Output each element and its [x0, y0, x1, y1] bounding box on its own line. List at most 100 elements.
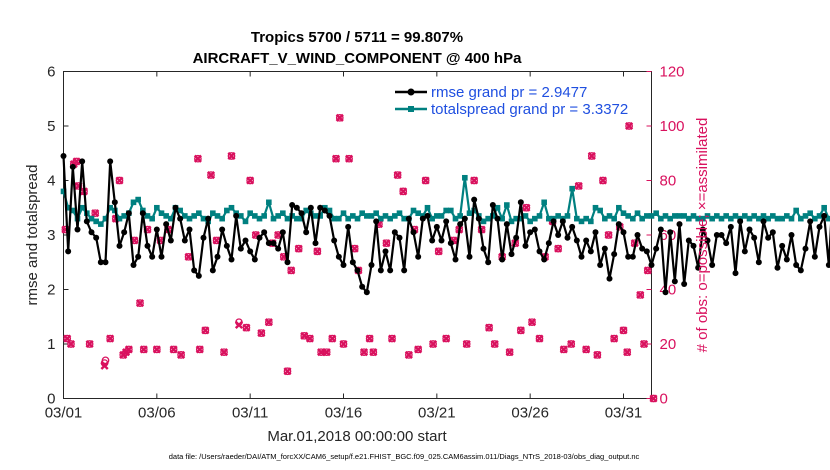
- obs-assimilated-marker: [505, 348, 514, 357]
- y-tick-label: 0: [47, 391, 55, 408]
- rmse-point: [443, 218, 450, 225]
- rmse-point: [704, 237, 711, 244]
- obs-possible-marker: [195, 345, 204, 354]
- obs-assimilated-marker: [593, 350, 602, 359]
- obs-assimilated-marker: [359, 348, 369, 357]
- totalspread-point: [751, 213, 757, 219]
- rmse-point: [718, 232, 725, 238]
- totalspread-point: [821, 204, 827, 211]
- y-axis-right-label: # of obs: o=possible; ×=assimilated: [694, 118, 711, 353]
- obs-possible-marker: [625, 122, 633, 130]
- obs-assimilated-marker: [490, 339, 499, 349]
- rmse-point: [816, 223, 823, 230]
- rmse-point: [391, 229, 398, 236]
- obs-assimilated-marker: [305, 334, 314, 343]
- obs-assimilated-marker: [619, 326, 628, 335]
- totalspread-point: [284, 215, 291, 222]
- y-right-tick-label: 100: [660, 118, 685, 135]
- obs-assimilated-marker: [339, 339, 348, 349]
- obs-assimilated-marker: [63, 334, 72, 343]
- obs-assimilated-marker: [177, 350, 186, 359]
- y-right-tick-label: 20: [660, 336, 677, 353]
- totalspread-point: [434, 213, 440, 219]
- obs-possible-marker: [339, 340, 348, 348]
- rmse-point: [508, 251, 515, 258]
- rmse-point: [377, 267, 384, 274]
- rmse-point: [135, 253, 142, 260]
- rmse-point: [228, 256, 235, 263]
- obs-assimilated-marker: [300, 331, 309, 340]
- totalspread-point: [224, 207, 230, 214]
- y-right-tick-label: 0: [660, 391, 668, 408]
- legend-rmse-marker: [407, 88, 415, 96]
- y-right-tick-label: 120: [660, 64, 685, 81]
- obs-possible-marker: [194, 154, 202, 163]
- totalspread-point: [485, 215, 491, 222]
- rmse-point: [475, 215, 482, 222]
- obs-assimilated-marker: [643, 266, 652, 275]
- y-axis-label: rmse and totalspread: [24, 165, 41, 306]
- rmse-point: [457, 221, 464, 228]
- obs-assimilated-marker: [313, 247, 322, 256]
- obs-assimilated-marker: [587, 151, 596, 161]
- totalspread-point: [499, 215, 505, 222]
- obs-assimilated-marker: [470, 176, 479, 185]
- totalspread-point: [158, 210, 165, 216]
- totalspread-point: [611, 215, 617, 222]
- obs-possible-marker: [345, 154, 353, 163]
- obs-assimilated-marker: [559, 345, 568, 354]
- totalspread-point: [784, 213, 790, 219]
- rmse-point: [662, 289, 669, 296]
- obs-assimilated-marker: [649, 394, 658, 403]
- rmse-point: [531, 226, 538, 233]
- totalspread-point: [714, 213, 720, 219]
- totalspread-point: [462, 174, 468, 181]
- totalspread-point: [60, 188, 67, 195]
- obs-assimilated-marker: [72, 157, 81, 166]
- rmse-point: [774, 264, 781, 271]
- rmse-point: [65, 248, 72, 255]
- obs-possible-marker: [360, 348, 368, 357]
- obs-possible-marker: [599, 176, 607, 185]
- totalspread-point: [270, 215, 277, 222]
- rmse-point: [419, 215, 426, 222]
- obs-assimilated-marker: [264, 318, 273, 327]
- totalspread-point: [102, 215, 109, 222]
- rmse-point: [709, 261, 716, 268]
- obs-assimilated-marker: [124, 345, 133, 354]
- rmse-point: [396, 234, 403, 241]
- totalspread-point: [373, 210, 379, 216]
- totalspread-point: [676, 213, 683, 219]
- rmse-point: [186, 226, 193, 233]
- totalspread-point: [340, 210, 347, 216]
- totalspread-point: [807, 210, 813, 216]
- rmse-point: [755, 259, 762, 266]
- rmse-point: [247, 248, 254, 255]
- obs-assimilated-marker: [91, 209, 100, 218]
- rmse-point: [503, 221, 510, 228]
- totalspread-point: [303, 207, 309, 214]
- obs-assimilated-marker: [582, 345, 591, 354]
- y-tick-label: 5: [47, 118, 55, 135]
- legend: rmse grand pr = 2.9477 totalspread grand…: [390, 80, 646, 122]
- rmse-point: [466, 253, 473, 260]
- obs-possible-marker: [640, 340, 648, 348]
- totalspread-point: [312, 213, 319, 219]
- rmse-point: [489, 202, 496, 209]
- rmse-point: [97, 259, 104, 266]
- totalspread-point: [672, 213, 678, 219]
- totalspread-point: [681, 213, 687, 219]
- x-tick-label: 03/21: [418, 405, 456, 422]
- rmse-point: [303, 229, 310, 236]
- obs-assimilated-marker: [331, 154, 341, 163]
- obs-possible-marker: [388, 334, 396, 343]
- obs-possible-marker: [429, 340, 437, 348]
- totalspread-point: [667, 215, 673, 222]
- obs-possible-marker: [554, 244, 563, 253]
- totalspread-point: [700, 215, 706, 222]
- obs-possible-marker: [139, 345, 148, 354]
- totalspread-point: [634, 210, 641, 216]
- rmse-point: [331, 237, 338, 244]
- totalspread-point: [275, 213, 281, 219]
- obs-possible-marker: [177, 351, 185, 359]
